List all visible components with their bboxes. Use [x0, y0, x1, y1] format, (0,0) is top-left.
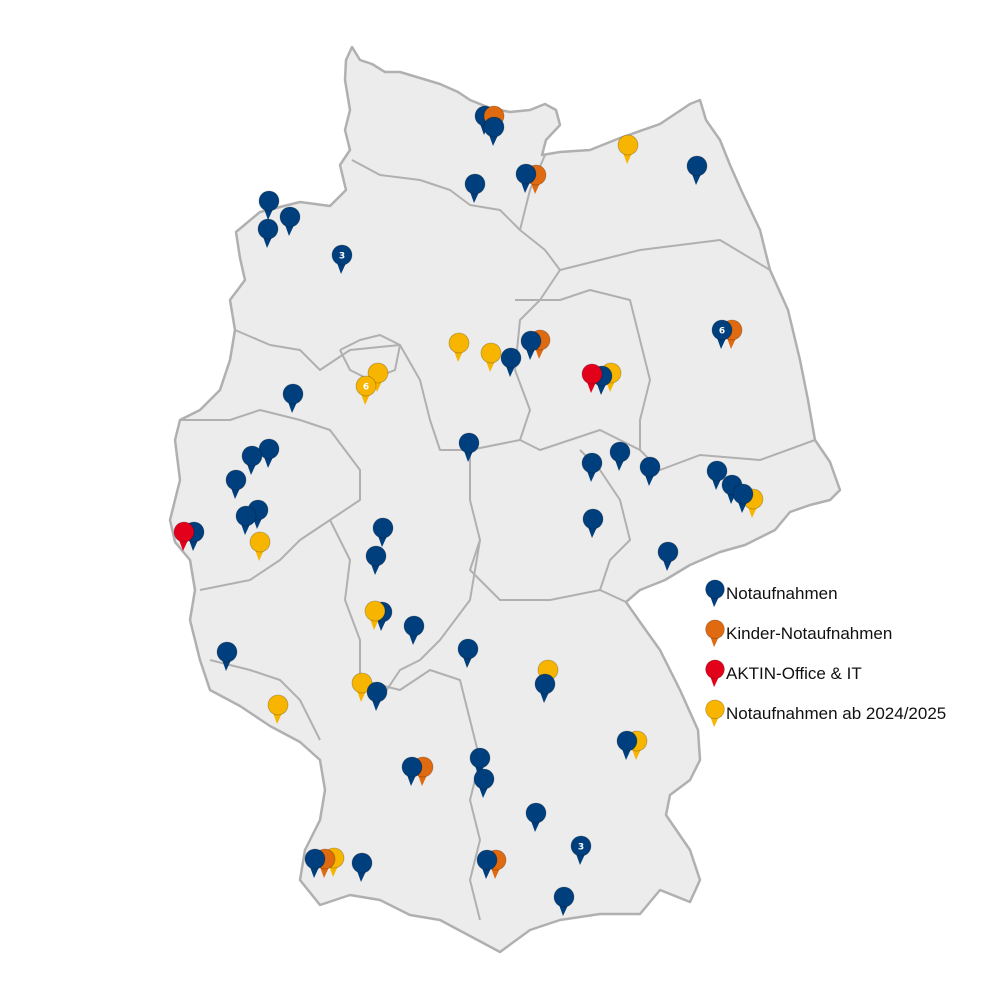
notaufnahme-2024-pin	[351, 672, 373, 702]
notaufnahme-pin	[639, 456, 661, 486]
pin-count-label: 3	[578, 843, 584, 853]
notaufnahme-2024-pin	[480, 342, 502, 372]
notaufnahme-pin	[520, 330, 542, 360]
notaufnahme-pin	[706, 460, 728, 490]
notaufnahme-pin	[458, 432, 480, 462]
notaufnahme-pin	[483, 116, 505, 146]
notaufnahme-pin	[476, 849, 498, 879]
notaufnahme-pin	[282, 383, 304, 413]
notaufnahme-pin	[304, 848, 326, 878]
notaufnahme-pin	[582, 508, 604, 538]
notaufnahme-pin: 6	[711, 319, 733, 349]
notaufnahme-pin: 3	[331, 244, 353, 274]
notaufnahme-pin	[279, 206, 301, 236]
map-pin-icon	[705, 619, 725, 648]
legend-item-aktin-office: AKTIN-Office & IT	[704, 654, 946, 694]
notaufnahme-pin	[225, 469, 247, 499]
notaufnahme-pin	[473, 768, 495, 798]
notaufnahme-pin: 3	[570, 835, 592, 865]
notaufnahme-pin	[241, 445, 263, 475]
pin-count-label: 6	[363, 383, 369, 393]
aktin-office-pin	[581, 363, 603, 393]
notaufnahme-pin	[366, 681, 388, 711]
notaufnahme-pin	[500, 347, 522, 377]
legend-item-kinder-notaufnahmen: Kinder-Notaufnahmen	[704, 614, 946, 654]
legend-item-notaufnahmen: Notaufnahmen	[704, 574, 946, 614]
notaufnahme-pin	[616, 730, 638, 760]
notaufnahme-pin	[464, 173, 486, 203]
legend-item-notaufnahmen-2024-2025: Notaufnahmen ab 2024/2025	[704, 694, 946, 734]
notaufnahme-pin	[216, 641, 238, 671]
notaufnahme-pin	[258, 190, 280, 220]
notaufnahme-2024-pin	[364, 600, 386, 630]
notaufnahme-pin	[469, 747, 491, 777]
legend-label: Notaufnahmen ab 2024/2025	[726, 704, 947, 723]
notaufnahme-pin	[686, 155, 708, 185]
legend-label: Kinder-Notaufnahmen	[726, 624, 893, 643]
state-borders	[180, 154, 816, 921]
notaufnahme-pin	[525, 802, 547, 832]
notaufnahme-pin	[657, 541, 679, 571]
notaufnahme-pin	[534, 673, 556, 703]
notaufnahme-pin	[553, 886, 575, 916]
notaufnahme-pin	[457, 638, 479, 668]
notaufnahme-2024-pin	[267, 694, 289, 724]
notaufnahme-2024-pin	[617, 134, 639, 164]
notaufnahme-pin	[365, 545, 387, 575]
notaufnahme-pin	[372, 517, 394, 547]
notaufnahme-pin	[515, 163, 537, 193]
map-pin-icon	[705, 579, 725, 608]
notaufnahme-pin	[258, 438, 280, 468]
notaufnahme-pin	[401, 756, 423, 786]
map-pin-icon	[705, 699, 725, 728]
notaufnahme-pin	[609, 441, 631, 471]
map-pin-icon	[705, 659, 725, 688]
aktin-office-pin	[173, 521, 195, 551]
pin-count-label: 3	[339, 252, 345, 262]
notaufnahme-pin	[351, 852, 373, 882]
notaufnahme-2024-pin	[249, 531, 271, 561]
pin-layer: 3 6 6 3	[173, 105, 764, 916]
legend: Notaufnahmen Kinder-Notaufnahmen AKTIN-O…	[704, 574, 946, 734]
notaufnahme-pin	[732, 483, 754, 513]
notaufnahme-pin	[581, 452, 603, 482]
notaufnahme-pin	[235, 505, 257, 535]
legend-label: AKTIN-Office & IT	[726, 664, 862, 683]
germany-outline	[168, 45, 842, 954]
legend-label: Notaufnahmen	[726, 584, 838, 603]
notaufnahme-pin	[257, 218, 279, 248]
notaufnahme-2024-pin	[448, 332, 470, 362]
notaufnahme-pin	[403, 615, 425, 645]
pin-count-label: 6	[719, 327, 725, 337]
notaufnahme-2024-pin: 6	[355, 375, 377, 405]
